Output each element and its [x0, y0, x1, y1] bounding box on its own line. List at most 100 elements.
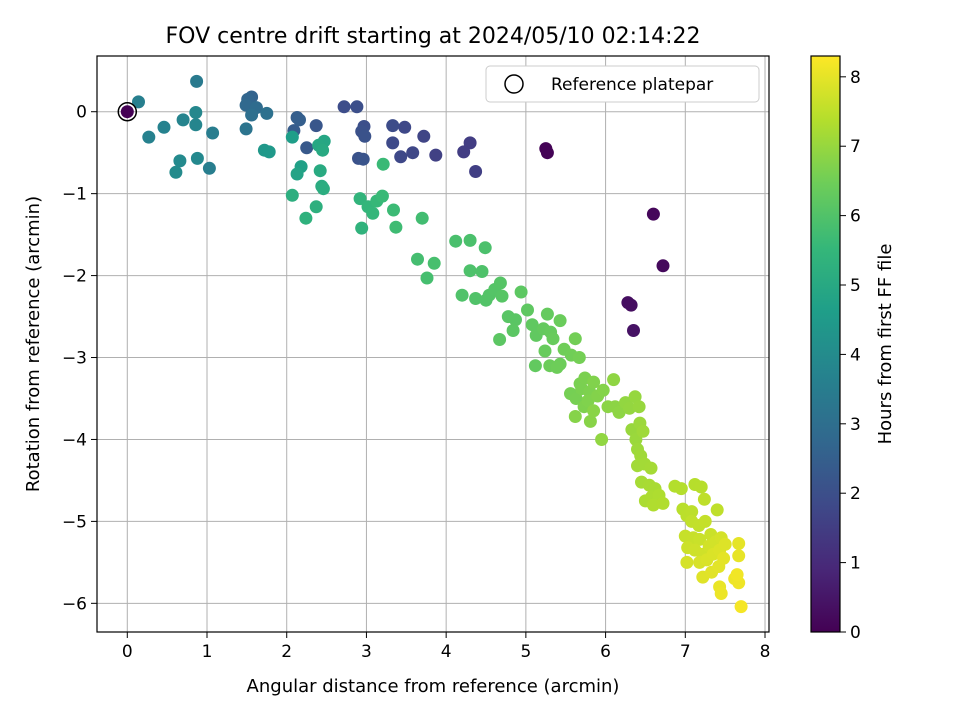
- data-point: [394, 150, 408, 164]
- data-point: [285, 188, 299, 202]
- data-point: [411, 252, 424, 266]
- data-point: [358, 129, 372, 143]
- data-point: [285, 130, 299, 144]
- data-point: [239, 122, 253, 136]
- data-point: [260, 106, 274, 120]
- data-point: [313, 164, 327, 178]
- colorbar-tick-label: 4: [850, 345, 861, 365]
- data-point: [714, 587, 728, 600]
- colorbar-tick-label: 2: [850, 484, 861, 504]
- data-point: [309, 119, 323, 133]
- data-point: [632, 400, 646, 414]
- data-point: [463, 233, 477, 247]
- data-point: [293, 113, 306, 127]
- data-point: [569, 392, 583, 405]
- data-point: [386, 136, 400, 150]
- colorbar-tick-label: 0: [850, 623, 861, 643]
- data-point: [627, 324, 640, 337]
- data-point: [636, 424, 650, 438]
- y-tick-label: −1: [62, 185, 87, 205]
- y-tick-label: −6: [62, 594, 87, 614]
- data-point: [300, 141, 314, 155]
- data-point: [420, 271, 434, 285]
- data-point: [290, 167, 304, 181]
- data-point: [190, 74, 204, 88]
- data-point: [316, 182, 330, 196]
- data-point: [646, 498, 660, 512]
- data-point: [568, 410, 582, 423]
- data-point: [463, 264, 477, 278]
- data-point: [612, 405, 626, 419]
- data-point: [694, 480, 708, 494]
- data-point: [386, 119, 400, 133]
- data-point: [628, 390, 642, 404]
- data-point: [607, 373, 621, 387]
- data-point: [190, 151, 204, 165]
- data-point: [583, 414, 597, 428]
- data-point: [415, 211, 429, 225]
- colorbar-tick-label: 3: [850, 415, 861, 435]
- data-point: [406, 146, 420, 160]
- data-point: [337, 100, 351, 114]
- data-point: [697, 492, 711, 506]
- data-point: [353, 192, 367, 206]
- data-point: [568, 332, 582, 346]
- legend-box: [485, 65, 760, 103]
- data-point: [587, 404, 601, 418]
- y-tick-label: 0: [76, 103, 87, 123]
- data-point: [595, 433, 609, 446]
- data-point: [540, 146, 554, 160]
- data-point: [493, 333, 507, 346]
- data-point: [449, 234, 463, 248]
- data-point: [693, 532, 707, 546]
- y-tick-label: −3: [62, 349, 87, 369]
- grid-lines: [97, 56, 769, 632]
- data-point: [429, 148, 443, 162]
- data-point: [120, 105, 134, 119]
- data-point: [366, 206, 380, 220]
- data-point: [493, 276, 507, 290]
- x-axis-label: Angular distance from reference (arcmin): [247, 676, 620, 697]
- data-point: [698, 514, 712, 528]
- data-point: [262, 145, 276, 159]
- data-point: [157, 120, 171, 134]
- x-tick-label: 6: [600, 642, 611, 662]
- plot-frame: [96, 55, 770, 633]
- x-axis-ticks: 0 1 2 3 4 5 6 7 8: [122, 632, 770, 662]
- x-tick-label: 1: [202, 642, 213, 662]
- data-point: [245, 108, 259, 122]
- data-point: [717, 551, 731, 565]
- data-point: [173, 154, 187, 168]
- data-point: [427, 256, 441, 270]
- data-point: [553, 314, 567, 328]
- data-point: [656, 259, 670, 273]
- data-point: [469, 292, 483, 305]
- data-point: [514, 285, 528, 299]
- data-point: [718, 537, 732, 551]
- data-point: [299, 211, 313, 225]
- y-axis-ticks: 0 −1 −2 −3 −4 −5 −6: [62, 103, 97, 614]
- data-point: [189, 118, 203, 132]
- data-point: [389, 220, 403, 234]
- legend-label: Reference platepar: [551, 75, 713, 95]
- data-point: [176, 113, 190, 127]
- data-point: [478, 241, 492, 255]
- data-point: [525, 318, 539, 332]
- x-tick-label: 2: [281, 642, 292, 662]
- data-point: [550, 360, 564, 374]
- data-points: [120, 74, 748, 614]
- data-point: [528, 359, 542, 373]
- y-tick-label: −5: [62, 512, 87, 532]
- data-point: [538, 344, 552, 358]
- colorbar-tick-label: 8: [850, 68, 861, 88]
- colorbar-label: Hours from first FF file: [875, 244, 896, 445]
- y-tick-label: −4: [62, 430, 87, 450]
- y-tick-label: −2: [62, 267, 87, 287]
- data-point: [624, 298, 638, 312]
- colorbar-tick-label: 1: [850, 554, 861, 574]
- data-point: [239, 98, 253, 112]
- reference-point: [117, 101, 138, 122]
- data-point: [455, 288, 469, 302]
- data-point: [710, 503, 724, 517]
- data-point: [623, 401, 636, 415]
